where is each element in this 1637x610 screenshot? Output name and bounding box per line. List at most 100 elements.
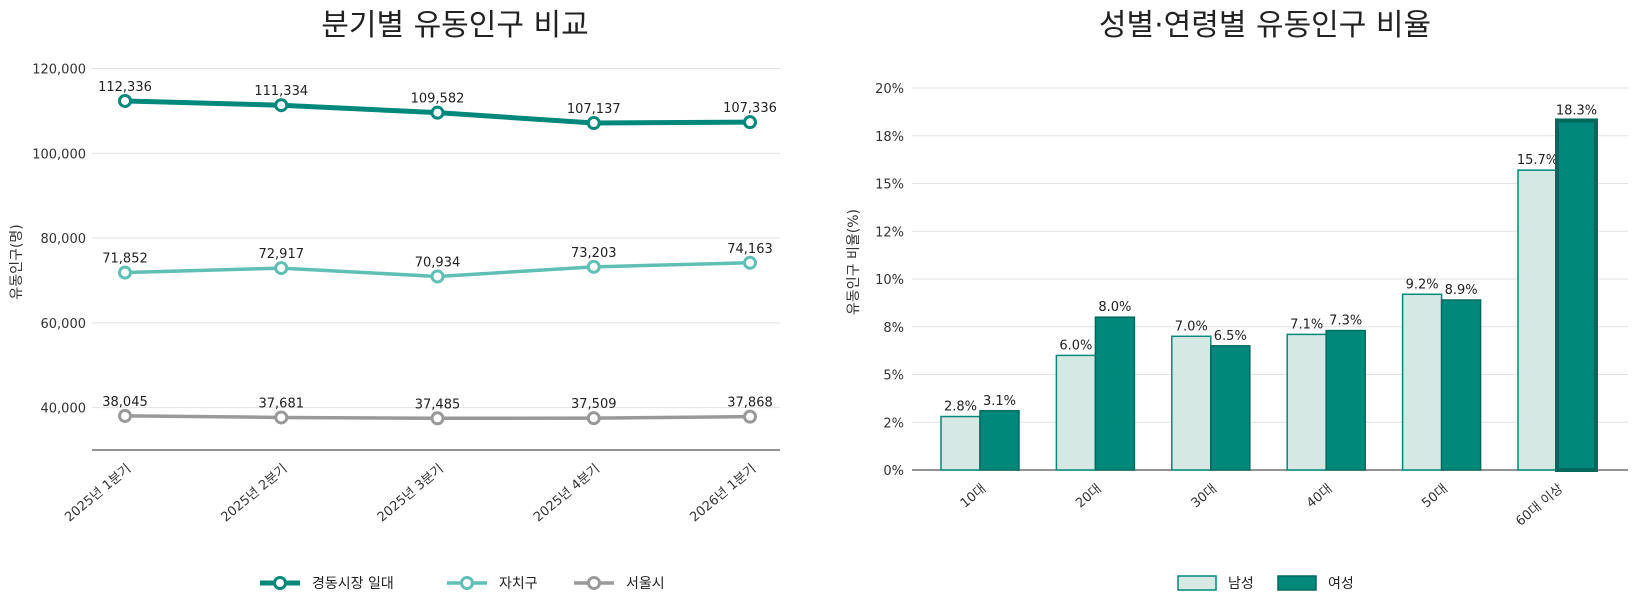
data-label: 18.3% xyxy=(1556,103,1597,118)
data-label: 8.9% xyxy=(1445,283,1478,298)
y-tick-label: 15% xyxy=(875,178,904,193)
data-point xyxy=(274,410,289,425)
series-남성: 2.8% 6.0% 7.0% 7.1% 9.2% 15.7% xyxy=(940,153,1558,471)
data-label: 3.1% xyxy=(983,394,1016,409)
data-point xyxy=(743,255,757,270)
data-point xyxy=(430,105,445,120)
y-tick-label: 60,000 xyxy=(41,317,87,332)
data-label: 7.3% xyxy=(1329,314,1362,329)
bar-chart-x-ticks: 10대 20대 30대 40대 50대 60대 이상 xyxy=(958,482,1567,530)
legend-item: 여성 xyxy=(1277,575,1354,592)
x-tick-label: 2025년 3분기 xyxy=(375,462,447,526)
bar-chart-y-ticks: 0% 2% 5% 8% 10% 12% 15% 18% 20% xyxy=(875,82,904,479)
data-label: 70,934 xyxy=(415,255,461,270)
x-tick-label: 20대 xyxy=(1073,482,1104,512)
legend-label: 서울시 xyxy=(626,576,665,592)
y-tick-label: 18% xyxy=(875,130,904,145)
y-tick-label: 8% xyxy=(883,321,904,336)
data-label: 15.7% xyxy=(1517,153,1558,168)
line-chart-y-axis-label: 유동인구(명) xyxy=(9,224,25,299)
data-label: 109,582 xyxy=(411,92,465,107)
x-tick-label: 50대 xyxy=(1419,482,1450,512)
legend-label: 남성 xyxy=(1228,576,1254,592)
data-label: 6.5% xyxy=(1214,329,1247,344)
bar xyxy=(1555,118,1598,472)
legend-label: 여성 xyxy=(1328,576,1354,592)
data-point xyxy=(274,98,289,113)
legend-item: 자치구 xyxy=(447,576,538,592)
bar-chart-legend: 남성 여성 xyxy=(1177,575,1354,592)
legend-marker xyxy=(587,576,601,590)
bar xyxy=(940,415,981,471)
x-tick-label: 2025년 4분기 xyxy=(531,462,603,526)
line-chart-title: 분기별 유동인구 비교 xyxy=(321,8,588,43)
y-tick-label: 80,000 xyxy=(41,232,87,247)
x-tick-label: 60대 이상 xyxy=(1513,482,1566,530)
data-label: 37,509 xyxy=(571,397,617,412)
series-서울시: 38,045 37,681 37,485 37,509 37,868 xyxy=(102,395,773,426)
data-label: 107,336 xyxy=(723,101,777,116)
legend-swatch xyxy=(1177,575,1217,591)
legend-label: 자치구 xyxy=(499,576,538,592)
legend-label: 경동시장 일대 xyxy=(312,576,394,592)
data-label: 74,163 xyxy=(727,242,773,257)
data-point xyxy=(743,409,757,424)
data-label: 111,334 xyxy=(254,84,308,99)
x-tick-label: 2026년 1분기 xyxy=(687,462,759,526)
y-tick-label: 20% xyxy=(875,82,904,97)
data-label: 9.2% xyxy=(1406,277,1439,292)
y-tick-label: 40,000 xyxy=(41,402,87,417)
x-tick-label: 2025년 2분기 xyxy=(219,462,291,526)
bar xyxy=(1325,329,1366,471)
series-경동시장 일대: 112,336 111,334 109,582 107,137 107,336 xyxy=(98,80,777,131)
legend-marker xyxy=(273,576,287,590)
x-tick-label: 10대 xyxy=(958,482,989,512)
line-chart-x-ticks: 2025년 1분기 2025년 2분기 2025년 3분기 2025년 4분기 2026… xyxy=(62,462,759,526)
line-chart-grid xyxy=(92,67,780,451)
bar xyxy=(1517,169,1558,471)
data-label: 72,917 xyxy=(259,247,305,262)
data-label: 37,868 xyxy=(727,396,773,411)
data-point xyxy=(430,411,445,426)
data-point xyxy=(274,261,289,276)
x-tick-label: 30대 xyxy=(1189,482,1220,512)
x-tick-label: 2025년 1분기 xyxy=(62,462,134,526)
bar xyxy=(1401,293,1443,471)
data-label: 8.0% xyxy=(1098,300,1131,315)
y-tick-label: 2% xyxy=(883,416,904,431)
data-label: 107,137 xyxy=(567,102,621,117)
data-label: 7.1% xyxy=(1290,317,1323,332)
bar xyxy=(1171,335,1212,471)
bar xyxy=(979,410,1020,471)
data-point xyxy=(743,115,757,130)
data-label: 6.0% xyxy=(1059,338,1092,353)
y-tick-label: 10% xyxy=(875,273,904,288)
data-point xyxy=(586,259,601,274)
y-tick-label: 5% xyxy=(883,369,904,384)
legend-swatch xyxy=(1277,575,1317,591)
data-label: 73,203 xyxy=(571,246,617,261)
bar xyxy=(1286,333,1327,471)
bar-chart: 성별·연령별 유동인구 비율 0% 2% 5% 8% 10% 12% 15% 18% 20% 1… xyxy=(846,8,1628,592)
data-point xyxy=(118,93,132,108)
data-point xyxy=(586,116,601,131)
bar-chart-title: 성별·연령별 유동인구 비율 xyxy=(1099,8,1431,43)
bar-chart-y-axis-label: 유동인구 비율(%) xyxy=(846,209,862,315)
line-chart-series: 112,336 111,334 109,582 107,137 107,336 71,85… xyxy=(98,80,777,426)
data-point xyxy=(586,411,601,426)
line-chart: 분기별 유동인구 비교 40,000 60,000 80,000 100,000 120… xyxy=(9,8,780,592)
data-label: 2.8% xyxy=(944,400,977,415)
bar xyxy=(1210,345,1251,471)
line-chart-y-ticks: 40,000 60,000 80,000 100,000 120,000 xyxy=(32,62,86,416)
legend-item: 서울시 xyxy=(574,576,665,592)
y-tick-label: 120,000 xyxy=(32,62,86,77)
bar-chart-grid xyxy=(912,87,1628,471)
legend-marker xyxy=(460,576,474,590)
data-point xyxy=(118,265,132,280)
series-자치구: 71,852 72,917 70,934 73,203 74,163 xyxy=(102,242,773,284)
bar xyxy=(1440,299,1482,471)
bar xyxy=(1055,354,1097,471)
data-point xyxy=(118,408,132,423)
data-label: 7.0% xyxy=(1175,319,1208,334)
